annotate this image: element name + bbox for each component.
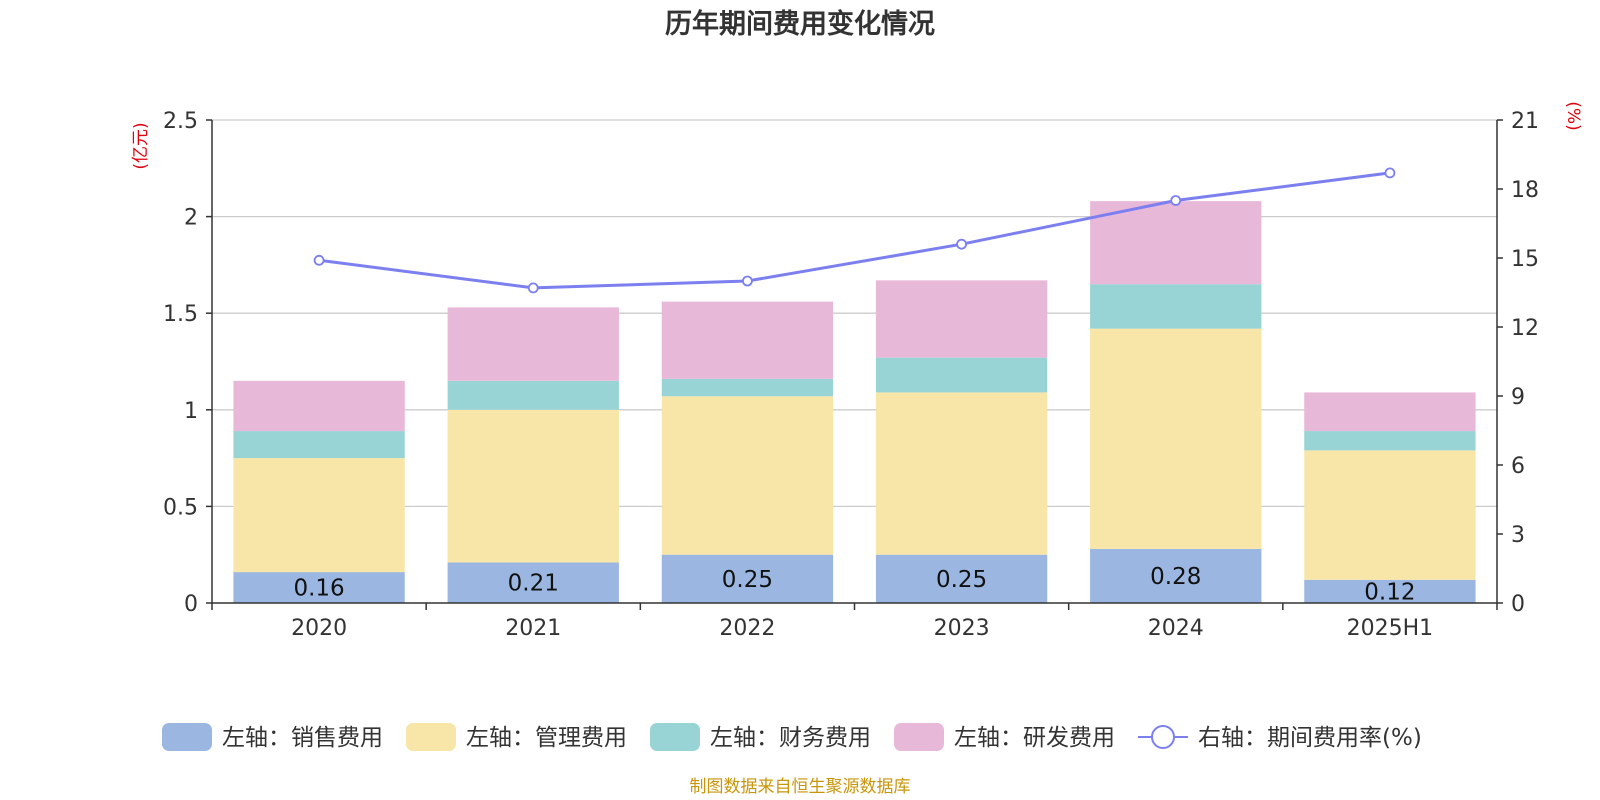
data-label: 0.16 [293,576,344,602]
data-labels: 0.16 0.21 0.25 0.25 0.28 0.12 [293,564,1415,605]
line-series [313,167,1396,294]
rate-point [527,282,539,294]
x-axis-tick-label: 2023 [934,616,990,641]
left-axis-unit: (亿元) [131,122,151,169]
axes: 0 0.5 1 1.5 2 2.5 0 3 6 9 12 15 18 21 2020 2021 2022 2023… [163,109,1539,641]
rate-point [313,254,325,266]
x-axis-tick-label: 2021 [505,616,561,641]
bar-segment [1090,548,1262,603]
legend-label: 左轴：管理费用 [466,725,627,751]
right-axis-unit: (%) [1563,101,1583,130]
rate-line [318,171,1391,290]
bar-segment [1304,431,1476,451]
bar-segment [233,572,405,603]
bar-segment [233,458,405,573]
bar-segment [447,307,619,381]
bar-segment [1090,201,1262,285]
legend-swatch [162,723,212,751]
bar-segment [661,378,834,397]
bar-segment [875,554,1048,603]
bar-segment [1304,392,1476,432]
left-axis-tick-label: 2 [184,206,198,231]
chart-title: 历年期间费用变化情况 [665,8,935,40]
legend-swatch [650,723,700,751]
bar-segment [233,380,405,432]
bar-segment [1304,450,1476,580]
left-axis-tick-label: 1 [184,399,198,424]
bar-segment [661,301,834,379]
bar-segment [1304,579,1476,603]
bar-segment [1090,284,1262,329]
right-axis-tick-label: 12 [1511,316,1539,341]
data-label: 0.21 [508,571,559,597]
data-label: 0.25 [936,567,987,593]
left-axis-tick-label: 1.5 [163,302,198,327]
right-axis-tick-label: 9 [1511,385,1525,410]
data-label: 0.12 [1364,579,1415,605]
left-axis-tick-label: 0 [184,592,198,617]
left-axis-tick-label: 2.5 [163,109,198,134]
bar-segment [1090,328,1262,549]
source-note: 制图数据来自恒生聚源数据库 [690,777,911,797]
legend-swatch [894,723,944,751]
legend-label: 左轴：研发费用 [954,725,1115,751]
bar-segment [447,409,619,563]
x-axis-tick-label: 2024 [1148,616,1204,641]
legend-label: 左轴：销售费用 [222,725,383,751]
legend-label: 右轴：期间费用率(%) [1198,725,1422,751]
bar-segment [875,392,1048,555]
bar-segment [447,562,619,603]
left-axis-tick-label: 0.5 [163,495,198,520]
rate-point [1384,167,1396,179]
rate-point [1170,195,1182,206]
bar-segment [875,280,1048,358]
legend-swatch [406,723,456,751]
legend-marker [1151,725,1175,749]
bar-segment [875,357,1048,393]
legend: 左轴：销售费用 左轴：管理费用 左轴：财务费用 左轴：研发费用 右轴：期间费用率(%) [162,723,1422,751]
x-axis-tick-label: 2025H1 [1347,616,1434,641]
data-label: 0.25 [722,567,773,593]
bar-segment [233,431,405,459]
bar-segment [661,396,834,555]
right-axis-tick-label: 21 [1511,109,1539,134]
right-axis-tick-label: 3 [1511,523,1525,548]
bar-series [233,201,1476,603]
right-axis-tick-label: 6 [1511,454,1525,479]
bar-segment [447,380,619,410]
legend-label: 左轴：财务费用 [710,725,871,751]
grid-lines [212,119,1497,508]
rate-point [956,238,967,250]
data-label: 0.28 [1150,564,1201,590]
x-axis-tick-label: 2020 [291,616,347,641]
right-axis-tick-label: 18 [1511,178,1539,203]
right-axis-tick-label: 0 [1511,592,1525,617]
right-axis-tick-label: 15 [1511,247,1539,272]
rate-point [742,275,753,287]
x-axis-tick-label: 2022 [719,616,775,641]
bar-segment [661,554,834,603]
